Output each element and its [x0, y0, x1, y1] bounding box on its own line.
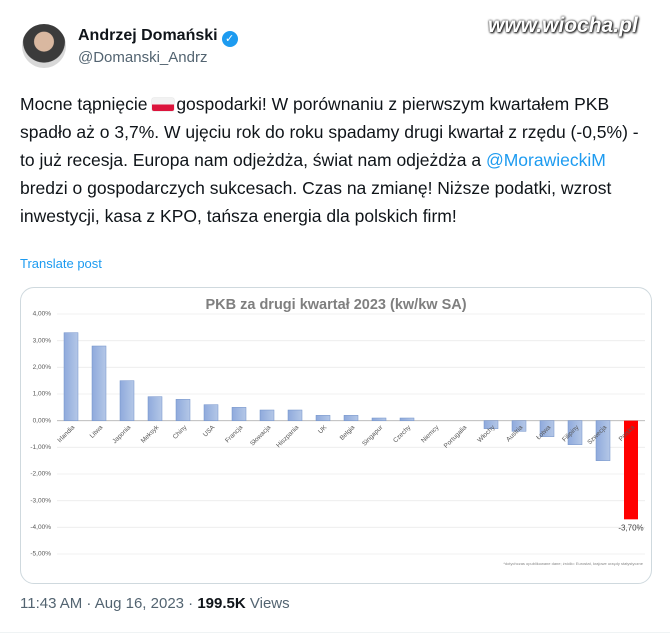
- verified-badge: ✓: [221, 31, 238, 47]
- bar: [399, 417, 415, 421]
- bar: [119, 380, 135, 421]
- bar: [511, 420, 527, 432]
- y-tick-label: -4,00%: [30, 524, 51, 531]
- x-tick-label: Portugalia: [443, 424, 469, 450]
- y-tick-label: -3,00%: [30, 497, 51, 504]
- x-tick-label: Czechy: [392, 424, 413, 445]
- x-tick-label: Litwa: [89, 424, 105, 440]
- bar: [175, 399, 191, 421]
- flag-emoji: [152, 98, 175, 111]
- bar: [595, 420, 611, 461]
- x-tick-label: Niemcy: [420, 424, 441, 445]
- mention[interactable]: @MorawieckiM: [485, 150, 606, 170]
- bar: [231, 407, 247, 421]
- y-tick-label: -5,00%: [30, 551, 51, 558]
- x-tick-label: Francja: [224, 424, 245, 445]
- bar: [343, 415, 359, 421]
- x-tick-label: USA: [202, 424, 217, 439]
- bar: [63, 332, 79, 421]
- bar: [91, 345, 107, 421]
- x-tick-label: Meksyk: [140, 424, 161, 445]
- text: gospodarki! W porównaniu z pierwszym kwa…: [20, 94, 639, 170]
- x-tick-label: Słowacja: [249, 424, 273, 448]
- handle[interactable]: @Domanski_Andrz: [78, 49, 208, 66]
- y-tick-label: 2,00%: [33, 364, 52, 371]
- chart-title: PKB za drugi kwartał 2023 (kw/kw SA): [205, 297, 466, 313]
- y-tick-label: 1,00%: [33, 391, 52, 398]
- y-tick-label: 4,00%: [33, 311, 52, 318]
- divider: [0, 632, 670, 633]
- bar: [483, 420, 499, 429]
- bar: [203, 404, 219, 421]
- watermark: www.wiocha.pl: [488, 14, 638, 37]
- tweet-meta: 11:43 AM · Aug 16, 2023 · 199.5K Views: [20, 595, 290, 612]
- x-tick-label: Singapur: [361, 424, 385, 448]
- y-tick-label: 3,00%: [33, 337, 52, 344]
- x-tick-label: Irlandia: [56, 424, 76, 444]
- bar: [259, 409, 275, 421]
- views-label: Views: [249, 595, 290, 612]
- bar: [567, 420, 583, 445]
- chart-image[interactable]: PKB za drugi kwartał 2023 (kw/kw SA) *do…: [20, 287, 652, 584]
- footnote: *dotychczas opublikowane dane; źródło: E…: [503, 561, 643, 566]
- timestamp[interactable]: 11:43 AM · Aug 16, 2023 ·: [20, 595, 198, 612]
- x-tick-label: Japonia: [111, 424, 132, 445]
- value-label: -3,70%: [618, 523, 643, 532]
- x-tick-label: Belgia: [339, 424, 357, 442]
- y-tick-label: -1,00%: [30, 444, 51, 451]
- translate-link[interactable]: Translate post: [20, 256, 102, 271]
- x-tick-label: Chiny: [172, 424, 189, 441]
- tweet-text: Mocne tąpnięcie gospodarki! W porównaniu…: [20, 90, 650, 230]
- text: Mocne tąpnięcie: [20, 94, 153, 114]
- bar: [539, 420, 555, 437]
- chart: PKB za drugi kwartał 2023 (kw/kw SA) *do…: [30, 297, 645, 566]
- bar: [287, 409, 303, 421]
- author-name[interactable]: Andrzej Domański ✓: [78, 27, 238, 47]
- x-tick-label: Hiszpania: [275, 424, 300, 449]
- bar: [371, 417, 387, 421]
- author[interactable]: Andrzej Domański: [78, 27, 218, 44]
- y-tick-label: -2,00%: [30, 471, 51, 478]
- y-tick-label: 0,00%: [33, 417, 52, 424]
- bar: [315, 415, 331, 421]
- x-tick-label: UK: [317, 424, 329, 436]
- bar: [624, 420, 638, 520]
- bar: [147, 396, 163, 421]
- avatar[interactable]: [22, 24, 66, 68]
- text: bredzi o gospodarczych sukcesach. Czas n…: [20, 178, 612, 226]
- views-count: 199.5K: [197, 595, 246, 612]
